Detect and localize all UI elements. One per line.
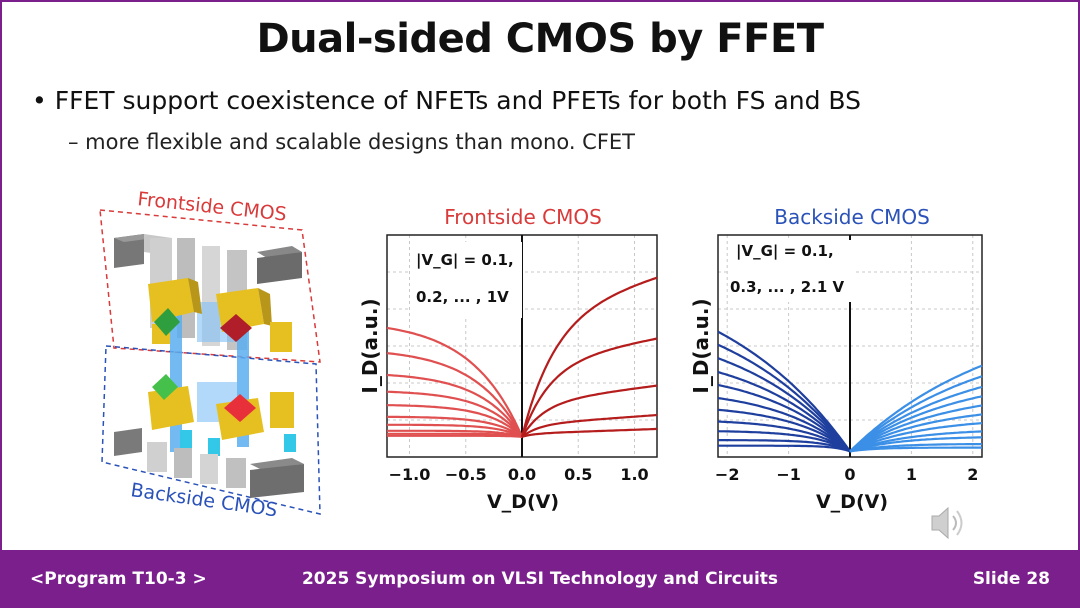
backside-chart: Backside CMOS −2 −1 0 1 2 |V_G| = 0.1, 0.3, … (689, 205, 983, 513)
positive-vd-curve (849, 430, 983, 453)
positive-vd-curve (520, 276, 658, 438)
frontside-dashed-region (99, 209, 321, 363)
negative-vd-curve (386, 352, 523, 438)
negative-vd-curve (387, 432, 523, 438)
negative-vd-curve (386, 326, 524, 438)
backside-dashed-region (101, 345, 321, 515)
negative-vd-curve (717, 357, 851, 453)
x-tick-labels: −2 −1 0 1 2 (715, 465, 978, 484)
negative-vd-curve (717, 343, 851, 453)
y-axis-label: I_D(a.u.) (689, 298, 713, 393)
x-tick-label: 1.0 (620, 465, 648, 484)
x-tick-label: 2 (967, 465, 978, 484)
negative-vd-curve (717, 430, 851, 453)
chart-title: Backside CMOS (774, 205, 930, 229)
frontside-chart: Frontside CMOS −1.0 −0.5 0.0 0.5 1.0 |V_G| =… (358, 205, 658, 513)
annotation-line-1: |V_G| = 0.1, (736, 242, 834, 261)
x-tick-labels: −1.0 −0.5 0.0 0.5 1.0 (389, 465, 649, 484)
speaker-icon[interactable] (2, 2, 1078, 550)
positive-vd-curve (849, 422, 983, 453)
slide-number: Slide 28 (972, 569, 1050, 589)
negative-vd-curve (386, 373, 523, 438)
program-label: <Program T10-3 > (30, 569, 207, 589)
annotation-line-2: 0.3, ... , 2.1 V (730, 278, 845, 296)
positive-vd-curve (849, 413, 983, 453)
annotation-line-1: |V_G| = 0.1, (416, 251, 514, 270)
sub-bullet: – more flexible and scalable designs tha… (68, 130, 636, 154)
y-axis-label: I_D(a.u.) (358, 298, 382, 393)
positive-vd-curve (521, 427, 658, 438)
negative-vd-curve (717, 420, 851, 453)
positive-vd-curve (521, 384, 658, 438)
slide-title: Dual-sided CMOS by FFET (256, 16, 824, 62)
device-illustration: Frontside CMOS Backside CMOS (99, 188, 321, 522)
x-axis-label: V_D(V) (816, 491, 888, 513)
event-name: 2025 Symposium on VLSI Technology and Ci… (301, 569, 779, 589)
positive-vd-curve (849, 385, 983, 453)
positive-vd-curve (521, 413, 658, 438)
positive-vd-curve (849, 436, 983, 453)
negative-vd-curve (387, 434, 523, 438)
data-curves (386, 276, 658, 438)
positive-vd-curve (849, 404, 983, 453)
positive-vd-curve (849, 395, 983, 453)
negative-vd-curve (717, 371, 851, 453)
negative-vd-curve (718, 444, 851, 453)
positive-vd-curve (520, 337, 658, 438)
x-tick-label: −1 (776, 465, 801, 484)
negative-vd-curve (387, 429, 523, 438)
x-tick-label: 0.0 (508, 465, 536, 484)
x-tick-label: 0 (844, 465, 855, 484)
negative-vd-curve (717, 408, 851, 453)
negative-vd-curve (718, 439, 851, 453)
main-bullet: • FFET support coexistence of NFETs and … (32, 86, 862, 115)
x-tick-label: −1.0 (389, 465, 431, 484)
x-axis-label: V_D(V) (487, 491, 559, 513)
x-tick-label: 0.5 (564, 465, 592, 484)
negative-vd-curve (717, 383, 851, 453)
annotation-line-2: 0.2, ... , 1V (416, 288, 509, 306)
annotation-background (728, 240, 854, 302)
negative-vd-curve (717, 330, 851, 453)
positive-vd-curve (849, 375, 983, 453)
positive-vd-curve (849, 446, 982, 453)
x-tick-label: −0.5 (445, 465, 487, 484)
x-tick-label: −2 (715, 465, 740, 484)
annotation-background (410, 242, 522, 318)
footer-bar: <Program T10-3 > 2025 Symposium on VLSI … (2, 550, 1078, 606)
negative-vd-curve (387, 423, 523, 438)
positive-vd-curve (849, 364, 983, 453)
negative-vd-curve (387, 390, 523, 438)
data-curves (717, 330, 983, 453)
negative-vd-curve (386, 415, 523, 438)
chart-title: Frontside CMOS (444, 205, 602, 229)
x-tick-label: 1 (906, 465, 917, 484)
negative-vd-curve (386, 404, 523, 438)
negative-vd-curve (717, 397, 851, 453)
device-structure (114, 234, 304, 498)
